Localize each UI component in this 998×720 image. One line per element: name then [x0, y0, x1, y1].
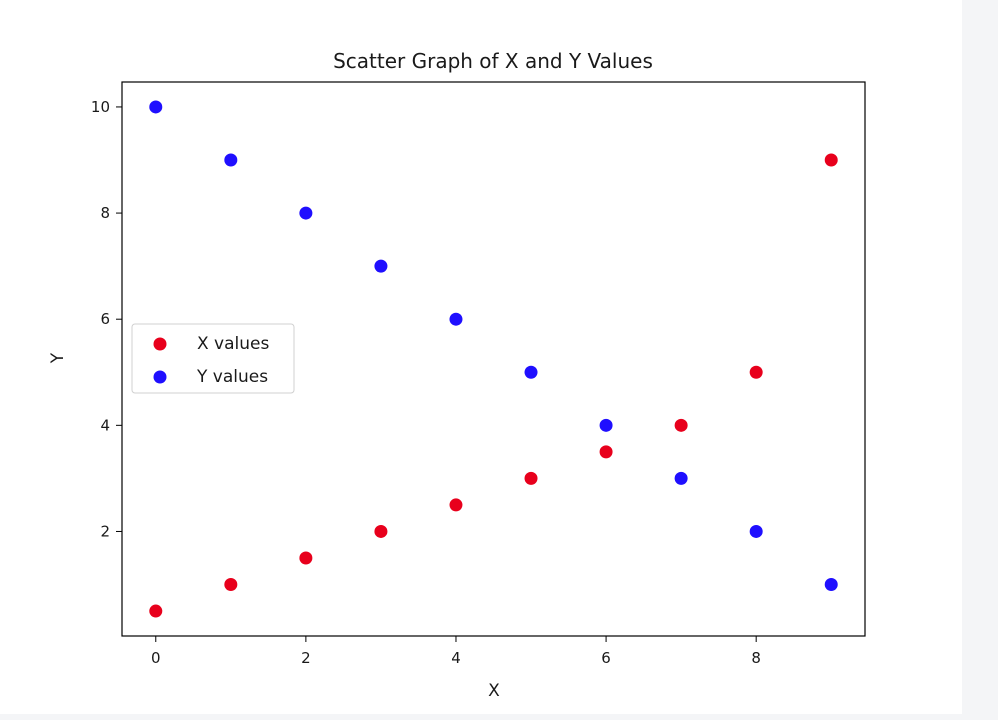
y-values-point: [524, 365, 538, 379]
y-values-point: [749, 524, 763, 538]
x-tick-label: 8: [751, 649, 761, 667]
x-values-point: [374, 524, 388, 538]
y-values-point: [824, 578, 838, 592]
y-values-point: [149, 100, 163, 114]
y-values-point: [299, 206, 313, 220]
legend-label-y-values: Y values: [196, 367, 268, 387]
y-values-point: [674, 471, 688, 485]
x-values-point: [149, 604, 163, 618]
y-tick-label: 10: [91, 98, 110, 116]
y-tick-label: 8: [100, 204, 110, 222]
x-values-point: [749, 365, 763, 379]
legend-marker-y-values: [153, 370, 167, 384]
legend: X values Y values: [131, 323, 295, 394]
x-tick-label: 4: [451, 649, 461, 667]
chart-title: Scatter Graph of X and Y Values: [333, 49, 653, 73]
x-axis: 0 2 4 6 8: [151, 636, 761, 667]
x-tick-label: 0: [151, 649, 161, 667]
x-tick-label: 6: [601, 649, 611, 667]
x-values-point: [599, 445, 613, 459]
y-axis: 2 4 6 8 10: [91, 98, 122, 540]
plot-frame: [121, 81, 866, 637]
x-values-point: [224, 578, 238, 592]
y-values-point: [224, 153, 238, 167]
legend-box: [131, 323, 295, 394]
y-values-point: [599, 418, 613, 432]
x-values-point: [524, 471, 538, 485]
x-values-point: [449, 498, 463, 512]
y-tick-label: 6: [100, 310, 110, 328]
data-points: [149, 100, 838, 618]
legend-label-x-values: X values: [197, 334, 269, 354]
x-tick-label: 2: [301, 649, 311, 667]
legend-marker-x-values: [153, 337, 167, 351]
x-values-point: [299, 551, 313, 565]
x-values-point: [674, 418, 688, 432]
x-axis-title: X: [488, 681, 500, 701]
y-tick-label: 4: [100, 416, 110, 434]
x-values-point: [824, 153, 838, 167]
y-axis-title: Y: [48, 352, 68, 364]
y-values-point: [374, 259, 388, 273]
y-values-point: [449, 312, 463, 326]
y-tick-label: 2: [100, 522, 110, 540]
